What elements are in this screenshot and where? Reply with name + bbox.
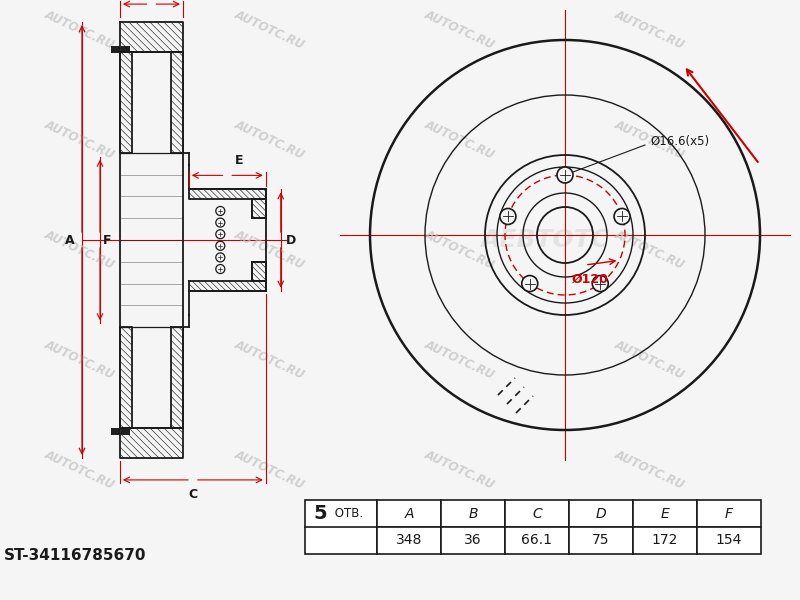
Text: AUTOTC.RU: AUTOTC.RU	[43, 8, 117, 52]
Text: D: D	[596, 506, 606, 520]
Bar	[505, 500, 569, 527]
Circle shape	[216, 265, 225, 274]
Text: 36: 36	[464, 533, 482, 547]
Circle shape	[592, 275, 608, 292]
Text: 66.1: 66.1	[522, 533, 553, 547]
Text: AUTOTC.RU: AUTOTC.RU	[233, 8, 307, 52]
Text: F: F	[725, 506, 733, 520]
Text: AUTOTC.RU: AUTOTC.RU	[613, 8, 687, 52]
Text: ST-34116785670: ST-34116785670	[4, 547, 146, 563]
Circle shape	[522, 275, 538, 292]
Text: AUTOTC.RU: AUTOTC.RU	[43, 228, 117, 272]
Text: A: A	[404, 506, 414, 520]
Text: AUTOTC.RU: AUTOTC.RU	[233, 118, 307, 162]
Bar	[505, 527, 569, 554]
Bar	[441, 527, 505, 554]
Text: C: C	[188, 488, 198, 501]
Bar	[305, 500, 377, 554]
Circle shape	[216, 241, 225, 250]
Circle shape	[614, 208, 630, 224]
Circle shape	[216, 218, 225, 227]
Circle shape	[557, 167, 573, 183]
Text: AUTOTC.RU: AUTOTC.RU	[613, 338, 687, 382]
Text: AUTOTC.RU: AUTOTC.RU	[233, 448, 307, 492]
Bar	[697, 527, 761, 554]
Text: A: A	[66, 233, 75, 247]
Bar	[441, 500, 505, 527]
Text: B: B	[468, 506, 478, 520]
Text: 172: 172	[652, 533, 678, 547]
Text: AUTOTC.RU: AUTOTC.RU	[423, 118, 497, 162]
Text: AUTOTC.RU: AUTOTC.RU	[423, 228, 497, 272]
Text: E: E	[235, 154, 244, 167]
Bar	[377, 500, 441, 527]
Text: AUTOTC.RU: AUTOTC.RU	[613, 118, 687, 162]
Text: AUTOTC.RU: AUTOTC.RU	[423, 448, 497, 492]
Text: Ø120: Ø120	[571, 273, 609, 286]
Text: E: E	[661, 506, 670, 520]
Text: AUTOTC.RU: AUTOTC.RU	[233, 338, 307, 382]
Text: ОТВ.: ОТВ.	[331, 507, 363, 520]
Text: C: C	[532, 506, 542, 520]
Text: Ø16.6(x5): Ø16.6(x5)	[650, 134, 709, 148]
Text: 348: 348	[396, 533, 422, 547]
Bar	[569, 527, 633, 554]
Text: 5: 5	[313, 504, 326, 523]
Text: AUTOTC.RU: AUTOTC.RU	[43, 118, 117, 162]
Bar	[569, 500, 633, 527]
Text: 75: 75	[592, 533, 610, 547]
Text: AUTOTC.RU: AUTOTC.RU	[43, 448, 117, 492]
Bar	[633, 527, 697, 554]
Bar	[697, 500, 761, 527]
Text: AUTOTC.RU: AUTOTC.RU	[613, 448, 687, 492]
Bar	[377, 527, 441, 554]
Bar	[633, 500, 697, 527]
Text: 154: 154	[716, 533, 742, 547]
Text: AUTOTC.RU: AUTOTC.RU	[233, 228, 307, 272]
Text: D: D	[286, 233, 296, 247]
Circle shape	[216, 230, 225, 239]
Text: AUTOTC.RU: AUTOTC.RU	[613, 228, 687, 272]
Text: AUTOTC.RU: AUTOTC.RU	[423, 338, 497, 382]
Text: AUTOTC.RU: AUTOTC.RU	[423, 8, 497, 52]
Circle shape	[216, 253, 225, 262]
Text: AUTOTC.RU: AUTOTC.RU	[43, 338, 117, 382]
Circle shape	[216, 206, 225, 215]
Circle shape	[500, 208, 516, 224]
Text: F: F	[103, 233, 111, 247]
Text: АЕВТОТС: АЕВТОТС	[481, 228, 610, 252]
